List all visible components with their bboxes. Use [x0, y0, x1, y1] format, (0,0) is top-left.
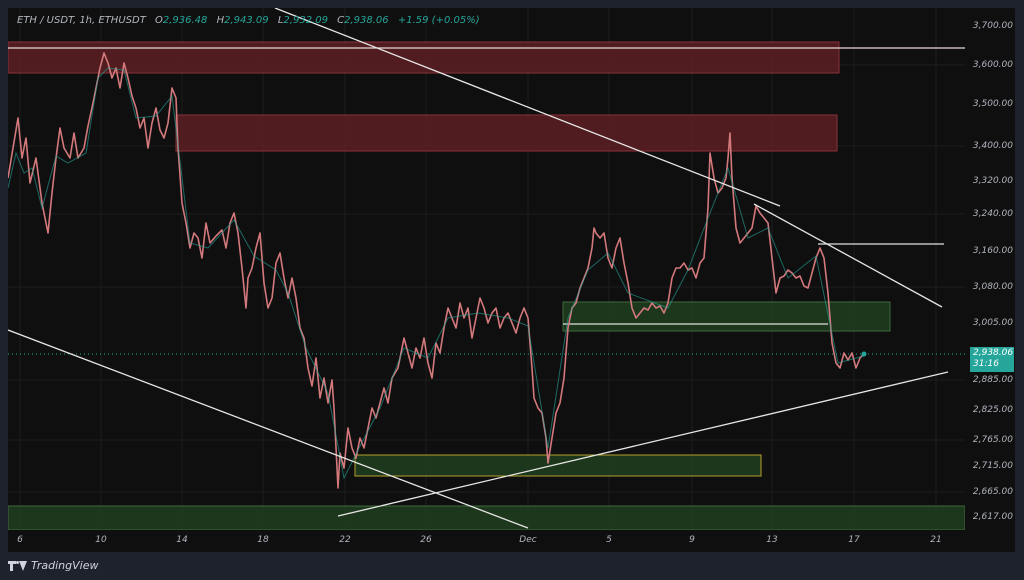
footer-branding: TradingView [8, 559, 98, 572]
price-axis-label: 3,005.00 [972, 318, 1013, 328]
symbol-label: ETH / USDT, 1h, ETHUSDT [17, 15, 146, 26]
supply-zone-mid[interactable] [175, 114, 838, 152]
last-price-dot [861, 351, 867, 357]
grid-lines [8, 8, 965, 530]
price-axis-label: 2,617.00 [972, 512, 1013, 522]
price-chart[interactable]: ETH / USDT, 1h, ETHUSDT O2,936.48 H2,943… [8, 8, 965, 530]
price-series [8, 52, 865, 489]
time-axis-label: 21 [930, 535, 942, 545]
brand-name: TradingView [31, 559, 99, 572]
time-axis-label: 17 [848, 535, 860, 545]
chart-pane: ETH / USDT, 1h, ETHUSDT O2,936.48 H2,943… [8, 8, 1015, 552]
low-value: 2,932.09 [283, 15, 328, 26]
demand-zone-upper[interactable] [562, 301, 891, 332]
price-axis-label: 3,080.00 [972, 282, 1013, 292]
current-price-value: 2,938.06 [973, 348, 1014, 358]
trendline-descending-upper[interactable] [274, 8, 781, 207]
open-label: O [155, 15, 163, 26]
time-axis-label: Dec [519, 535, 537, 545]
price-axis-label: 3,320.00 [972, 176, 1013, 186]
trendline-ascending[interactable] [337, 371, 949, 517]
close-label: C [337, 15, 345, 26]
open-value: 2,936.48 [162, 15, 208, 26]
price-axis[interactable]: 3,700.00 3,600.00 3,500.00 3,400.00 3,32… [965, 8, 1015, 530]
tradingview-logo-icon [8, 560, 27, 571]
price-axis-label: 3,240.00 [972, 209, 1013, 219]
time-axis-label: 9 [689, 535, 695, 545]
time-axis-label: 5 [606, 535, 612, 545]
demand-zone-yellow[interactable] [354, 454, 762, 477]
price-axis-label: 2,765.00 [972, 435, 1013, 445]
current-price-tag: 2,938.06 31:16 [970, 347, 1014, 372]
change-value: +1.59 (+0.05%) [397, 15, 480, 26]
price-axis-label: 3,600.00 [972, 60, 1013, 70]
price-axis-label: 2,885.00 [972, 375, 1013, 385]
price-axis-label: 3,700.00 [972, 21, 1013, 31]
price-axis-label: 2,665.00 [972, 487, 1013, 497]
time-axis-label: 14 [176, 535, 188, 545]
trendline-descending-lower[interactable] [8, 329, 529, 529]
time-axis-label: 18 [257, 535, 269, 545]
close-value: 2,938.06 [344, 15, 389, 26]
time-axis-label: 6 [17, 535, 23, 545]
price-axis-label: 3,400.00 [972, 141, 1013, 151]
time-axis-label: 13 [766, 535, 778, 545]
price-axis-label: 2,715.00 [972, 461, 1013, 471]
price-axis-label: 3,160.00 [972, 246, 1013, 256]
time-axis-label: 10 [95, 535, 107, 545]
time-axis-label: 22 [339, 535, 351, 545]
time-axis-label: 26 [420, 535, 432, 545]
low-label: L [277, 15, 284, 26]
price-series-up-overlay [8, 67, 865, 480]
high-label: H [216, 15, 225, 26]
time-axis[interactable]: 6 10 14 18 22 26 Dec 5 9 13 17 21 [8, 530, 965, 552]
demand-zone-bottom[interactable] [8, 505, 965, 530]
supply-zone-top[interactable] [8, 41, 840, 74]
bar-countdown: 31:16 [973, 359, 999, 369]
symbol-legend[interactable]: ETH / USDT, 1h, ETHUSDT O2,936.48 H2,943… [17, 15, 480, 26]
price-axis-label: 3,500.00 [972, 99, 1013, 109]
chart-canvas[interactable] [8, 8, 965, 530]
price-axis-label: 2,825.00 [972, 405, 1013, 415]
trendline-descending-right[interactable] [753, 203, 943, 308]
high-value: 2,943.09 [224, 15, 269, 26]
